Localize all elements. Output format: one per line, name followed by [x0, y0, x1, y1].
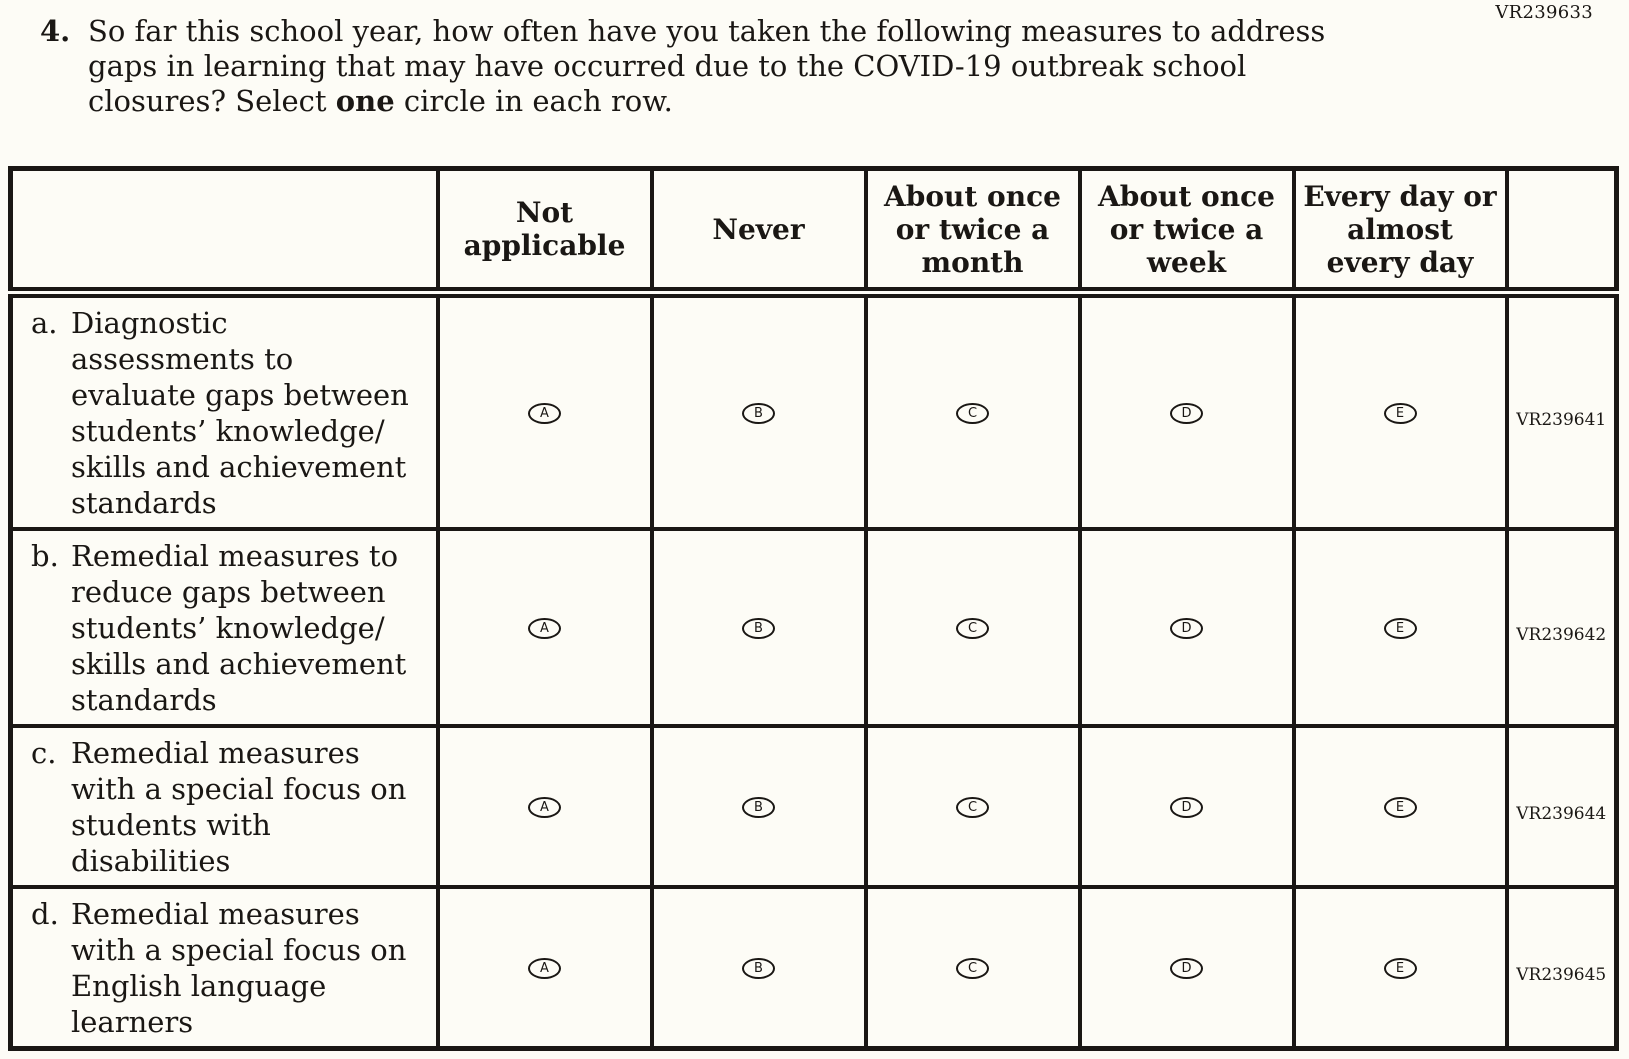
answer-d-monthly[interactable]: C	[956, 957, 989, 979]
row-c-cell-daily: E	[1291, 724, 1509, 889]
row-d-cell-monthly: C	[863, 885, 1082, 1051]
question-text-bold-word: one	[335, 84, 395, 118]
answer-d-never[interactable]: B	[742, 957, 775, 979]
row-a-cell-never: B	[649, 290, 868, 531]
answer-a-weekly[interactable]: D	[1170, 402, 1203, 424]
header-stub-blank	[8, 166, 440, 298]
row-c-stub: c. Remedial measures with a special focu…	[8, 724, 440, 889]
row-d-text: Remedial measures with a special focus o…	[71, 897, 407, 1039]
answer-a-never[interactable]: B	[742, 402, 775, 424]
answer-b-never[interactable]: B	[742, 617, 775, 639]
row-c-code: VR239644	[1504, 724, 1619, 889]
header-not-applicable: Not applicable	[435, 166, 654, 298]
row-a-letter: a.	[31, 306, 58, 340]
row-d-cell-daily: E	[1291, 885, 1509, 1051]
answer-d-weekly[interactable]: D	[1170, 957, 1203, 979]
answer-c-weekly[interactable]: D	[1170, 796, 1203, 818]
row-d-letter: d.	[31, 897, 59, 931]
row-b-text: Remedial measures to reduce gaps between…	[71, 539, 407, 717]
question-text-line3-post: circle in each row.	[394, 84, 673, 118]
header-daily: Every day or almost every day	[1291, 166, 1509, 298]
row-b-code: VR239642	[1504, 527, 1619, 728]
response-grid: Not applicable Never About once or twice…	[8, 166, 1619, 1051]
header-never: Never	[649, 166, 868, 298]
question-text: So far this school year, how often have …	[88, 14, 1325, 119]
question-text-line3-pre: closures? Select	[88, 84, 336, 118]
answer-b-weekly[interactable]: D	[1170, 617, 1203, 639]
answer-a-monthly[interactable]: C	[956, 402, 989, 424]
row-d-cell-weekly: D	[1077, 885, 1296, 1051]
row-b-cell-daily: E	[1291, 527, 1509, 728]
row-c-text: Remedial measures with a special focus o…	[71, 736, 407, 878]
row-c-cell-monthly: C	[863, 724, 1082, 889]
row-a-stub: a. Diagnostic assessments to evaluate ga…	[8, 290, 440, 531]
row-d-cell-never: B	[649, 885, 868, 1051]
answer-d-not-applicable[interactable]: A	[528, 957, 561, 979]
answer-a-daily[interactable]: E	[1383, 402, 1417, 424]
row-d-code: VR239645	[1504, 885, 1619, 1051]
row-d-cell-not-applicable: A	[435, 885, 654, 1051]
row-a-cell-not-applicable: A	[435, 290, 654, 531]
row-b-letter: b.	[31, 539, 59, 573]
row-a-code: VR239641	[1504, 290, 1619, 531]
row-b-cell-not-applicable: A	[435, 527, 654, 728]
table-row-d: d. Remedial measures with a special focu…	[8, 885, 1619, 1051]
answer-d-daily[interactable]: E	[1383, 957, 1417, 979]
header-weekly: About once or twice a week	[1077, 166, 1296, 298]
row-b-cell-monthly: C	[863, 527, 1082, 728]
header-monthly: About once or twice a month	[863, 166, 1082, 298]
row-b-cell-weekly: D	[1077, 527, 1296, 728]
answer-a-not-applicable[interactable]: A	[528, 402, 561, 424]
row-c-cell-never: B	[649, 724, 868, 889]
page-form-code: VR239633	[1495, 2, 1593, 23]
question-number: 4.	[40, 14, 71, 48]
table-row-c: c. Remedial measures with a special focu…	[8, 724, 1619, 889]
row-c-cell-not-applicable: A	[435, 724, 654, 889]
answer-b-not-applicable[interactable]: A	[528, 617, 561, 639]
answer-b-daily[interactable]: E	[1383, 617, 1417, 639]
table-row-b: b. Remedial measures to reduce gaps betw…	[8, 527, 1619, 728]
row-c-cell-weekly: D	[1077, 724, 1296, 889]
row-a-cell-weekly: D	[1077, 290, 1296, 531]
row-a-text: Diagnostic assessments to evaluate gaps …	[71, 306, 409, 520]
row-d-stub: d. Remedial measures with a special focu…	[8, 885, 440, 1051]
question-block: 4. So far this school year, how often ha…	[40, 14, 1500, 119]
answer-c-never[interactable]: B	[742, 796, 775, 818]
table-row-a: a. Diagnostic assessments to evaluate ga…	[8, 290, 1619, 531]
answer-c-not-applicable[interactable]: A	[528, 796, 561, 818]
row-c-letter: c.	[31, 736, 57, 770]
answer-c-daily[interactable]: E	[1383, 796, 1417, 818]
question-text-lines: So far this school year, how often have …	[88, 14, 1326, 83]
answer-b-monthly[interactable]: C	[956, 617, 989, 639]
row-a-cell-daily: E	[1291, 290, 1509, 531]
row-a-cell-monthly: C	[863, 290, 1082, 531]
row-b-stub: b. Remedial measures to reduce gaps betw…	[8, 527, 440, 728]
row-b-cell-never: B	[649, 527, 868, 728]
header-code-blank	[1504, 166, 1619, 298]
answer-c-monthly[interactable]: C	[956, 796, 989, 818]
